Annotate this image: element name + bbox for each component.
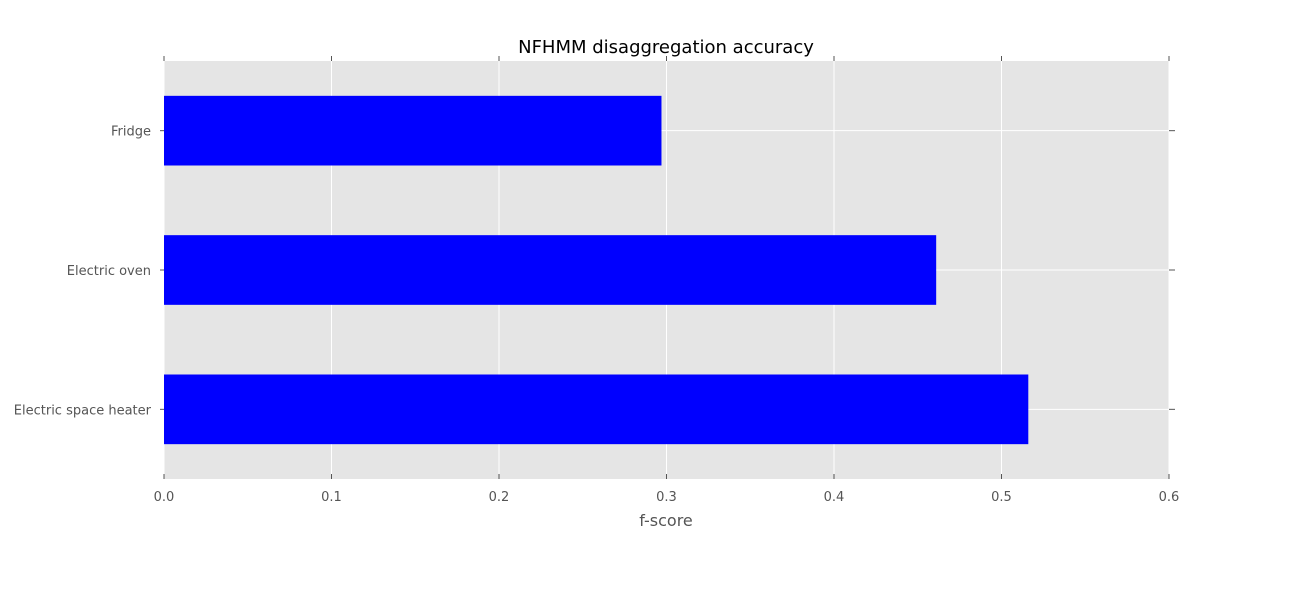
y-tick-labels: Electric space heater Electric oven Fridge [14, 125, 152, 419]
x-tick-label: 0.2 [489, 490, 510, 505]
x-tick-label: 0.0 [154, 490, 175, 505]
x-tick-labels: 0.0 0.1 0.2 0.3 0.4 0.5 0.6 [154, 490, 1180, 505]
bars [164, 95, 1029, 445]
x-tick-label: 0.1 [321, 490, 342, 505]
axis-ticks [160, 56, 1175, 479]
x-tick-label: 0.3 [656, 490, 677, 505]
x-tick-label: 0.4 [824, 490, 845, 505]
y-tick-label: Electric oven [67, 264, 151, 279]
bar-electric-space-heater [164, 374, 1029, 445]
x-tick-label: 0.5 [991, 490, 1012, 505]
x-tick-label: 0.6 [1159, 490, 1180, 505]
bar-electric-oven [164, 235, 937, 305]
bar-fridge [164, 95, 662, 166]
y-tick-label: Electric space heater [14, 403, 152, 418]
x-axis-label: f-score [639, 511, 693, 530]
chart-title: NFHMM disaggregation accuracy [518, 37, 814, 58]
y-tick-label: Fridge [111, 125, 151, 140]
